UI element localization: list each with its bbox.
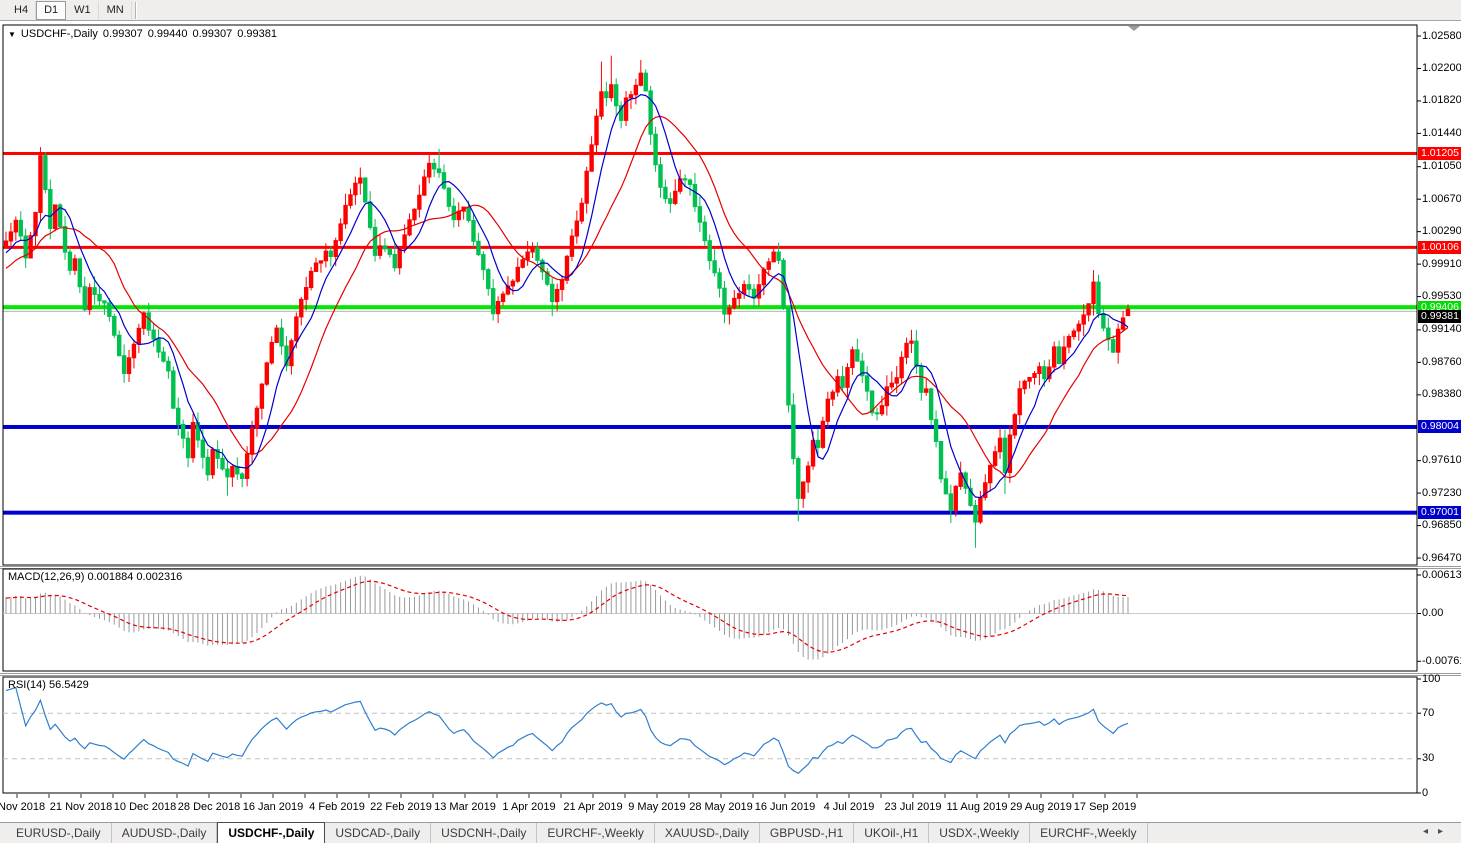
level-line-resistance-1[interactable]	[3, 151, 1417, 155]
rsi-panel	[2, 676, 1418, 794]
date-axis-label: 23 Jul 2019	[884, 801, 942, 813]
chart-tab-UKOil-H1[interactable]: UKOil-,H1	[854, 823, 930, 843]
macd-label: MACD(12,26,9) 0.001884 0.002316	[8, 571, 182, 583]
timeframe-button-W1[interactable]: W1	[66, 0, 99, 20]
chart-tab-USDCAD-Daily[interactable]: USDCAD-,Daily	[325, 823, 432, 843]
price-axis-label: 1.00290	[1422, 225, 1461, 238]
price-axis-label: 1.01440	[1422, 126, 1461, 139]
macd-panel	[2, 568, 1418, 672]
chart-tabbar: EURUSD-,Daily AUDUSD-,Daily USDCHF-,Daily U…	[0, 822, 1461, 843]
chart-tab-EURUSD-Daily[interactable]: EURUSD-,Daily	[6, 823, 112, 843]
macd-name: MACD(12,26,9)	[8, 571, 85, 583]
price-axis-label: 0.96850	[1422, 519, 1461, 532]
price-axis-label: 1.00670	[1422, 192, 1461, 205]
rsi-axis-label: 0	[1422, 786, 1429, 799]
level-line-support-1[interactable]	[3, 424, 1417, 429]
date-axis-label: 28 May 2019	[689, 801, 753, 813]
price-axis-label: 1.01820	[1422, 94, 1461, 107]
price-axis-label: 0.99530	[1422, 290, 1461, 303]
price-badge-1.00106: 1.00106	[1418, 240, 1461, 254]
date-axis-label: 10 Dec 2018	[113, 801, 177, 813]
timeframe-button-D1[interactable]: D1	[36, 0, 67, 20]
ohlc-open: 0.99307	[102, 28, 143, 40]
ma-fast-line[interactable]	[5, 93, 1129, 499]
tab-scroll-right-icon[interactable]: ▸	[1437, 826, 1453, 837]
chart-tab-USDCNH-Daily[interactable]: USDCNH-,Daily	[431, 823, 538, 843]
candlestick-series	[3, 55, 1131, 548]
rsi-line	[5, 686, 1129, 775]
date-axis-label: 9 May 2019	[628, 801, 686, 813]
timeframe-button-H4[interactable]: H4	[6, 0, 37, 20]
main-price-panel	[2, 24, 1418, 566]
macd-axis-label: 0.00	[1422, 607, 1444, 619]
ohlc-high: 0.99440	[147, 28, 188, 40]
date-axis-label: 2 Nov 2018	[0, 801, 46, 813]
date-axis-label: 28 Dec 2018	[177, 801, 241, 813]
price-badge-0.99381: 0.99381	[1418, 309, 1461, 323]
shift-marker-icon[interactable]	[1128, 26, 1140, 31]
chart-tab-EURCHF-Weekly[interactable]: EURCHF-,Weekly	[537, 823, 655, 843]
tab-scroll-left-icon[interactable]: ◂	[1422, 826, 1438, 837]
chart-tab-XAUUSD-Daily[interactable]: XAUUSD-,Daily	[655, 823, 760, 843]
date-axis-label: 29 Aug 2019	[1010, 801, 1072, 813]
chart-tab-USDX-Weekly[interactable]: USDX-,Weekly	[929, 823, 1031, 843]
timeframe-button-MN[interactable]: MN	[99, 0, 132, 20]
price-badge-0.97001: 0.97001	[1418, 506, 1461, 520]
date-axis-label: 4 Jul 2019	[823, 801, 875, 813]
date-axis-label: 13 Mar 2019	[434, 801, 496, 813]
price-axis-label: 0.99140	[1422, 323, 1461, 336]
rsi-axis-label: 70	[1422, 706, 1435, 719]
date-axis-label: 21 Apr 2019	[563, 801, 623, 813]
date-axis-label: 22 Feb 2019	[370, 801, 432, 813]
macd-axis-label: 0.00613	[1422, 568, 1461, 581]
timeframe-toolbar: H4 D1 W1 MN	[0, 0, 1461, 21]
chart-tab-USDCHF-Daily[interactable]: USDCHF-,Daily	[217, 822, 326, 843]
macd-axis-label: -0.007612	[1422, 654, 1461, 667]
price-axis-label: 0.97230	[1422, 486, 1461, 499]
price-axis-label: 0.98380	[1422, 388, 1461, 401]
rsi-value: 56.5429	[48, 679, 89, 691]
chart-tab-GBPUSD-H1[interactable]: GBPUSD-,H1	[760, 823, 855, 843]
date-axis-label: 4 Feb 2019	[309, 801, 365, 813]
chart-header: ▼ USDCHF-,Daily 0.99307 0.99440 0.99307 …	[8, 28, 277, 40]
toolbar-separator	[134, 1, 137, 19]
price-axis-label: 0.96470	[1422, 551, 1461, 564]
price-axis-label: 0.98760	[1422, 355, 1461, 368]
level-line-support-2[interactable]	[3, 510, 1417, 515]
date-axis-label: 1 Apr 2019	[502, 801, 556, 813]
chart-tab-EURCHF-Weekly[interactable]: EURCHF-,Weekly	[1030, 823, 1148, 843]
ohlc-low: 0.99307	[192, 28, 233, 40]
ohlc-close: 0.99381	[237, 28, 277, 40]
date-axis-label: 21 Nov 2018	[49, 801, 113, 813]
date-axis-label: 16 Jun 2019	[754, 801, 816, 813]
price-axis-label: 1.02580	[1422, 29, 1461, 42]
price-axis-label: 0.97610	[1422, 454, 1461, 467]
date-axis-label: 16 Jan 2019	[242, 801, 304, 813]
date-axis-label: 11 Aug 2019	[946, 801, 1008, 813]
tab-scroll-arrows: ◂▸	[1423, 826, 1453, 837]
collapse-icon[interactable]: ▼	[8, 29, 16, 39]
price-axis-label: 0.99910	[1422, 257, 1461, 270]
macd-histogram	[5, 575, 1129, 660]
rsi-axis-label: 30	[1422, 752, 1435, 765]
price-axis-label: 1.02200	[1422, 61, 1461, 74]
rsi-label: RSI(14) 56.5429	[8, 679, 89, 691]
level-line-pivot-green[interactable]	[3, 305, 1417, 310]
rsi-axis-label: 100	[1422, 672, 1441, 685]
price-axis-label: 1.01050	[1422, 160, 1461, 173]
date-axis-label: 17 Sep 2019	[1073, 801, 1137, 813]
price-badge-1.01205: 1.01205	[1418, 146, 1461, 160]
macd-values: 0.001884 0.002316	[87, 571, 183, 583]
price-badge-0.98004: 0.98004	[1418, 420, 1461, 434]
chart-tab-AUDUSD-Daily[interactable]: AUDUSD-,Daily	[112, 823, 218, 843]
chart-symbol-label: USDCHF-,Daily	[20, 28, 98, 40]
rsi-name: RSI(14)	[8, 679, 46, 691]
